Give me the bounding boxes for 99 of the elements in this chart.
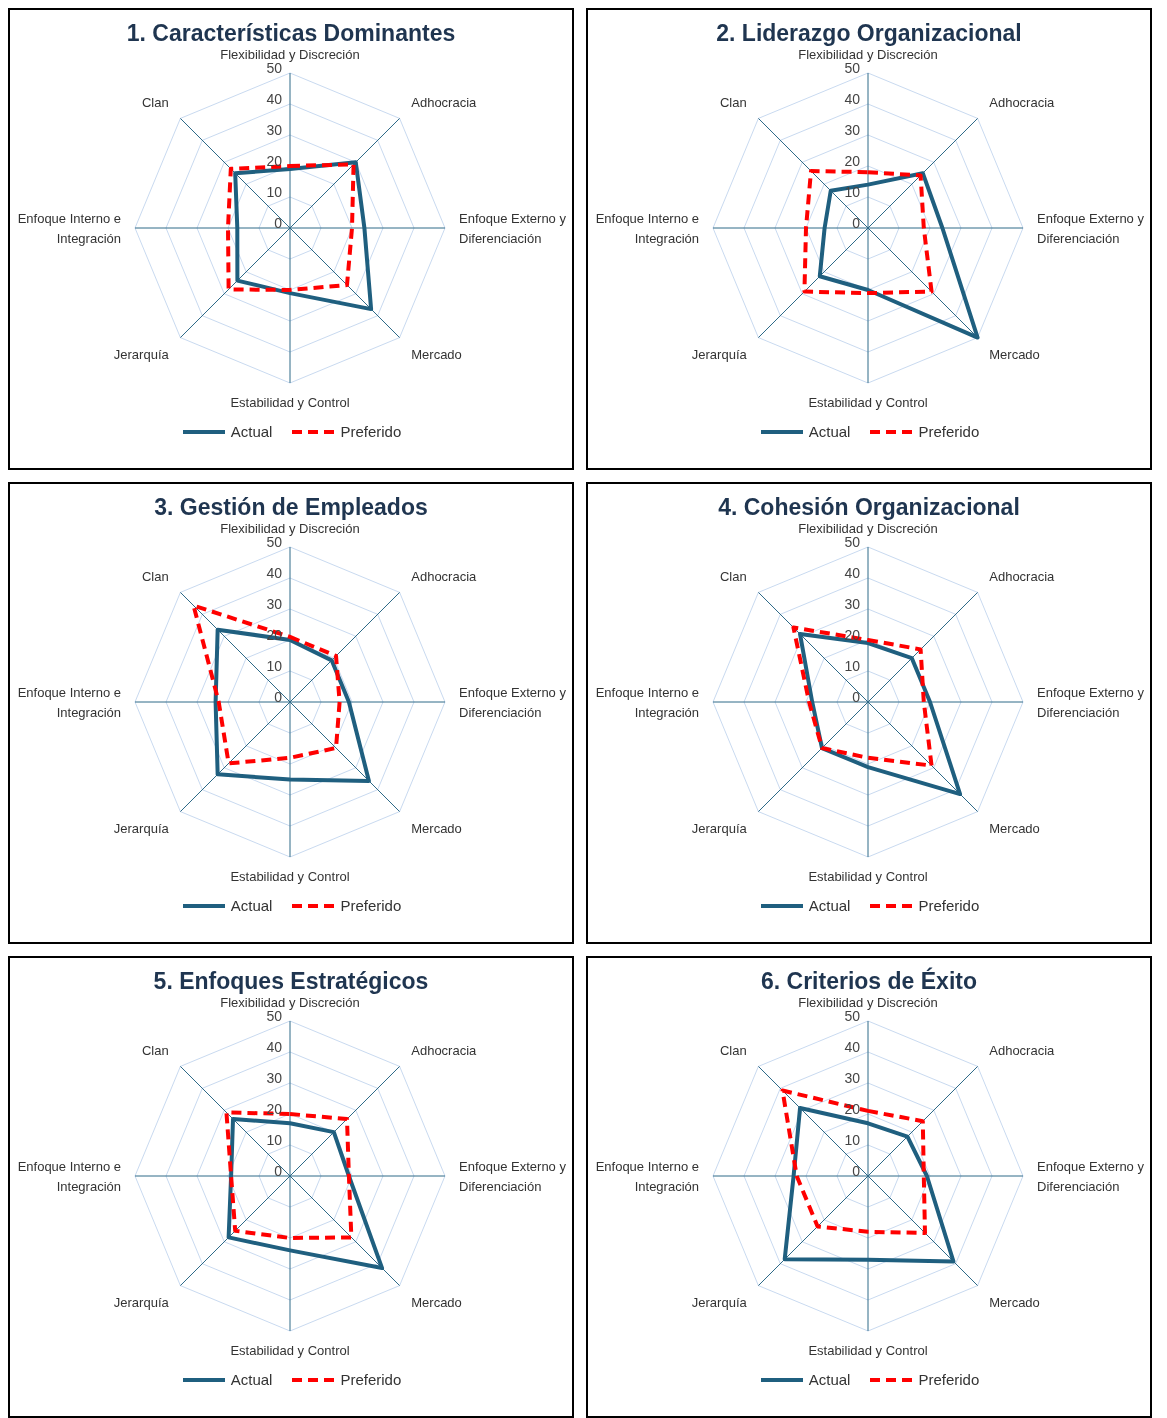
spoke-label: Jerarquía bbox=[691, 821, 748, 837]
spoke-label: Enfoque Interno e Integración bbox=[595, 1159, 699, 1194]
spoke-label: Estabilidad y Control bbox=[808, 869, 928, 884]
spoke-label: Enfoque Interno e Integración bbox=[595, 685, 699, 720]
spoke-label: Enfoque Interno e Integración bbox=[17, 211, 121, 246]
spoke-label: Enfoque Externo y Diferenciación bbox=[1037, 1159, 1145, 1194]
spoke-label: Clan bbox=[719, 94, 747, 110]
spoke-label: Clan bbox=[141, 94, 169, 110]
legend-label: Preferido bbox=[340, 897, 402, 914]
y-tick-label: 10 bbox=[266, 1132, 283, 1148]
spoke-label: Enfoque Externo y Diferenciación bbox=[1037, 685, 1145, 720]
y-tick-label: 50 bbox=[844, 1008, 861, 1024]
y-tick-label: 30 bbox=[844, 596, 861, 612]
spoke-label: Jerarquía bbox=[113, 347, 170, 363]
legend-label: Actual bbox=[230, 423, 273, 440]
y-tick-label: 40 bbox=[844, 565, 861, 581]
legend-label: Actual bbox=[808, 1371, 851, 1388]
y-tick-label: 30 bbox=[266, 1070, 283, 1086]
spoke-label: Enfoque Interno e Integración bbox=[17, 685, 121, 720]
y-tick-label: 0 bbox=[274, 1163, 283, 1179]
spoke-label: Mercado bbox=[411, 347, 462, 363]
y-tick-label: 20 bbox=[266, 153, 283, 169]
spoke-label: Adhocracia bbox=[989, 1042, 1056, 1058]
y-tick-label: 40 bbox=[266, 91, 283, 107]
spoke-label: Jerarquía bbox=[691, 1295, 748, 1311]
y-tick-label: 40 bbox=[266, 1039, 283, 1055]
legend-label: Actual bbox=[808, 897, 851, 914]
spoke-label: Mercado bbox=[411, 1295, 462, 1311]
spoke-label: Mercado bbox=[989, 821, 1040, 837]
spoke-label: Estabilidad y Control bbox=[808, 395, 928, 410]
legend-label: Preferido bbox=[918, 897, 980, 914]
spoke-label: Enfoque Interno e Integración bbox=[595, 211, 699, 246]
spoke-label: Adhocracia bbox=[989, 568, 1056, 584]
y-tick-label: 40 bbox=[266, 565, 283, 581]
legend-label: Preferido bbox=[340, 1371, 402, 1388]
spoke-label: Adhocracia bbox=[989, 94, 1056, 110]
legend-label: Actual bbox=[230, 1371, 273, 1388]
legend-label: Actual bbox=[808, 423, 851, 440]
spoke-label: Estabilidad y Control bbox=[230, 1343, 350, 1358]
chart-title: 6. Criterios de Éxito bbox=[760, 968, 978, 995]
y-tick-label: 40 bbox=[844, 1039, 861, 1055]
legend-label: Actual bbox=[230, 897, 273, 914]
y-tick-label: 50 bbox=[266, 1008, 283, 1024]
spoke-label: Mercado bbox=[989, 1295, 1040, 1311]
spoke-label: Adhocracia bbox=[411, 1042, 478, 1058]
y-tick-label: 0 bbox=[274, 215, 283, 231]
spoke-label: Jerarquía bbox=[113, 1295, 170, 1311]
spoke-label: Mercado bbox=[411, 821, 462, 837]
spoke-label: Flexibilidad y Discreción bbox=[798, 521, 938, 536]
spoke-label: Jerarquía bbox=[113, 821, 170, 837]
spoke-label: Adhocracia bbox=[411, 568, 478, 584]
spoke-label: Estabilidad y Control bbox=[230, 395, 350, 410]
y-tick-label: 20 bbox=[266, 627, 283, 643]
y-tick-label: 0 bbox=[274, 689, 283, 705]
legend-label: Preferido bbox=[918, 1371, 980, 1388]
spoke-label: Jerarquía bbox=[691, 347, 748, 363]
spoke-label: Adhocracia bbox=[411, 94, 478, 110]
y-tick-label: 30 bbox=[266, 122, 283, 138]
spoke-label: Estabilidad y Control bbox=[808, 1343, 928, 1358]
spoke-label: Clan bbox=[141, 1042, 169, 1058]
y-tick-label: 30 bbox=[844, 122, 861, 138]
spoke-label: Enfoque Externo y Diferenciación bbox=[459, 1159, 567, 1194]
chart-title: 2. Liderazgo Organizacional bbox=[715, 20, 1023, 47]
spoke-label: Clan bbox=[141, 568, 169, 584]
y-tick-label: 10 bbox=[266, 184, 283, 200]
spoke-label: Enfoque Interno e Integración bbox=[17, 1159, 121, 1194]
chart-title: 4. Cohesión Organizacional bbox=[717, 494, 1021, 521]
legend-label: Preferido bbox=[918, 423, 980, 440]
y-tick-label: 50 bbox=[266, 60, 283, 76]
legend-label: Preferido bbox=[340, 423, 402, 440]
spoke-label: Enfoque Externo y Diferenciación bbox=[1037, 211, 1145, 246]
y-tick-label: 10 bbox=[844, 658, 861, 674]
y-tick-label: 10 bbox=[844, 184, 861, 200]
spoke-label: Clan bbox=[719, 568, 747, 584]
spoke-label: Enfoque Externo y Diferenciación bbox=[459, 211, 567, 246]
spoke-label: Flexibilidad y Discreción bbox=[220, 995, 360, 1010]
y-tick-label: 30 bbox=[844, 1070, 861, 1086]
y-tick-label: 50 bbox=[266, 534, 283, 550]
spoke-label: Flexibilidad y Discreción bbox=[220, 521, 360, 536]
spoke-label: Estabilidad y Control bbox=[230, 869, 350, 884]
spoke-label: Mercado bbox=[989, 347, 1040, 363]
y-tick-label: 0 bbox=[852, 1163, 861, 1179]
y-tick-label: 50 bbox=[844, 534, 861, 550]
chart-title: 3. Gestión de Empleados bbox=[153, 494, 429, 521]
chart-title: 1. Características Dominantes bbox=[125, 20, 457, 47]
y-tick-label: 10 bbox=[266, 658, 283, 674]
y-tick-label: 0 bbox=[852, 215, 861, 231]
y-tick-label: 30 bbox=[266, 596, 283, 612]
y-tick-label: 20 bbox=[844, 153, 861, 169]
y-tick-label: 40 bbox=[844, 91, 861, 107]
spoke-label: Enfoque Externo y Diferenciación bbox=[459, 685, 567, 720]
spoke-label: Clan bbox=[719, 1042, 747, 1058]
spoke-label: Flexibilidad y Discreción bbox=[798, 47, 938, 62]
y-tick-label: 50 bbox=[844, 60, 861, 76]
y-tick-label: 0 bbox=[852, 689, 861, 705]
y-tick-label: 10 bbox=[844, 1132, 861, 1148]
chart-title: 5. Enfoques Estratégicos bbox=[152, 968, 430, 995]
spoke-label: Flexibilidad y Discreción bbox=[220, 47, 360, 62]
spoke-label: Flexibilidad y Discreción bbox=[798, 995, 938, 1010]
